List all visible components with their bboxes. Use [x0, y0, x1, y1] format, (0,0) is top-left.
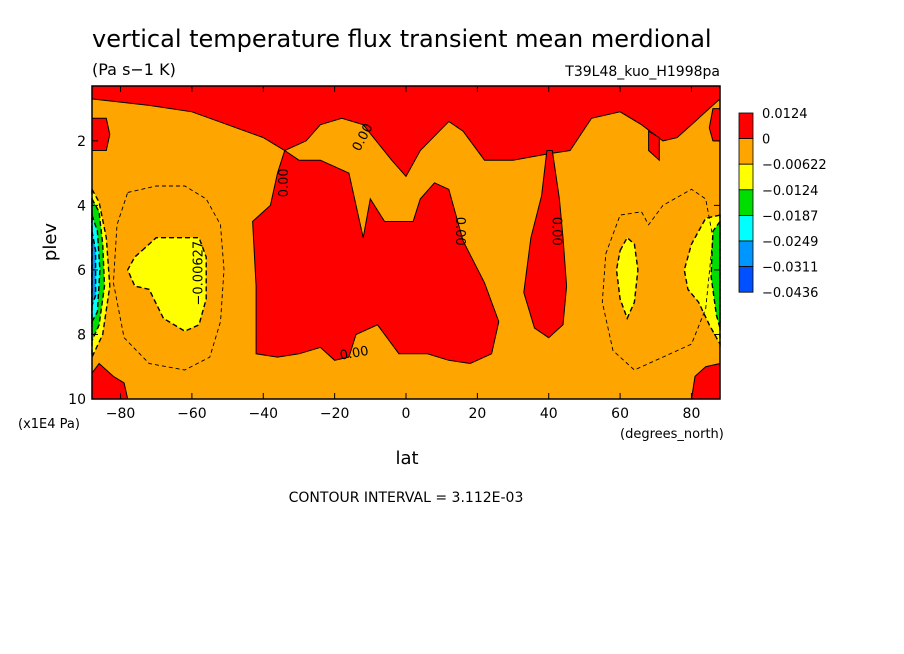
y-tick-label: 8 — [77, 327, 86, 343]
colorbar-label: −0.00622 — [762, 158, 827, 173]
contour-label: −0.00627 — [192, 241, 207, 306]
negative-region-yellow-left — [126, 236, 207, 332]
x-tick-label: −60 — [177, 406, 207, 422]
contour-label: 0.00 — [277, 168, 292, 197]
dashed-contour-1 — [601, 188, 714, 371]
x-axis-label: lat — [395, 448, 418, 469]
negative-region-green-right-edge — [710, 219, 721, 329]
y-tick-label: 10 — [68, 392, 86, 408]
x-tick-label: 20 — [468, 406, 486, 422]
colorbar-swatch — [738, 138, 754, 165]
x-tick-label: 80 — [683, 406, 701, 422]
units-label: (Pa s−1 K) — [92, 60, 176, 79]
experiment-label: T39L48_kuo_H1998pa — [564, 64, 720, 80]
y-tick-label: 2 — [77, 134, 86, 150]
negative-regions — [91, 188, 721, 358]
colorbar-swatch — [738, 266, 754, 293]
y-tick-label: 4 — [77, 198, 86, 214]
positive-region-tongue-40N — [523, 150, 568, 339]
x-tick-label: 0 — [402, 406, 411, 422]
colorbar-label: −0.0187 — [762, 209, 818, 224]
colorbar-swatch — [738, 240, 754, 268]
x-tick-label: −20 — [320, 406, 350, 422]
negative-region-yellow-right — [615, 236, 639, 321]
positive-region-edge-right-2b — [648, 130, 660, 162]
positive-region-central-column — [252, 149, 500, 365]
x-tick-label: −80 — [106, 406, 136, 422]
chart-title: vertical temperature flux transient mean… — [92, 25, 712, 53]
positive-region-upper-band — [91, 85, 721, 178]
colorbar-swatch — [738, 163, 754, 191]
dashed-contour-0 — [112, 185, 225, 371]
negative-region-yellow-right-edge — [683, 214, 721, 347]
x-units-label: (degrees_north) — [620, 427, 724, 442]
y-axis-label: plev — [40, 223, 61, 262]
contour-interval-label: CONTOUR INTERVAL = 3.112E-03 — [289, 490, 524, 506]
dashed-contours — [112, 185, 714, 371]
x-tick-label: 60 — [611, 406, 629, 422]
contour-label: 0.00 — [548, 217, 563, 246]
colorbar-swatch — [738, 112, 754, 140]
y-units-label: (x1E4 Pa) — [18, 417, 80, 432]
colorbar: 0.0124 0 −0.00622 −0.0124 −0.0187 −0.0249 −0.0… — [738, 107, 827, 301]
contour-label: 0.00 — [339, 344, 370, 364]
y-tick-label: 6 — [77, 263, 86, 279]
y-axis: 2 4 6 8 10 — [68, 134, 720, 408]
colorbar-label: −0.0124 — [762, 184, 818, 199]
colorbar-label: −0.0249 — [762, 235, 818, 250]
x-axis: −80 −60 −40 −20 0 20 40 60 80 — [106, 86, 701, 422]
colorbar-label: −0.0311 — [762, 261, 818, 276]
x-tick-label: −40 — [248, 406, 278, 422]
colorbar-label: −0.0436 — [762, 286, 818, 301]
contour-label: 0.00 — [452, 217, 467, 246]
colorbar-swatch — [738, 189, 754, 216]
colorbar-swatch — [738, 214, 754, 242]
colorbar-label: 0 — [762, 133, 770, 148]
positive-region-edge-left-2 — [91, 117, 111, 151]
colorbar-label: 0.0124 — [762, 107, 808, 122]
x-tick-label: 40 — [540, 406, 558, 422]
positive-regions — [91, 85, 721, 400]
